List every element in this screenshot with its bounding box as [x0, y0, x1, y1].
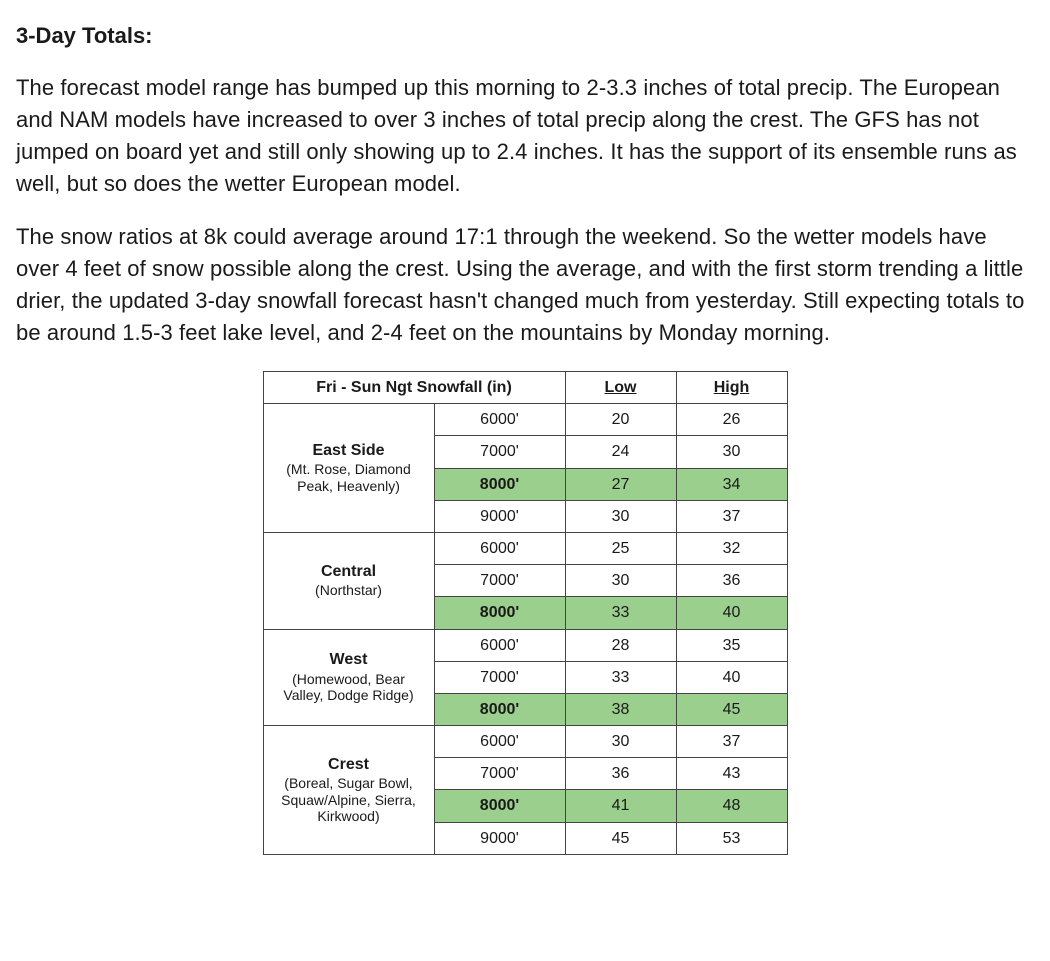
- elevation-cell: 6000': [434, 629, 565, 661]
- col-header-high: High: [676, 372, 787, 404]
- region-sublabel: (Mt. Rose, Diamond Peak, Heavenly): [274, 461, 424, 495]
- elevation-cell: 8000': [434, 790, 565, 822]
- region-name: Crest: [274, 755, 424, 774]
- region-sublabel: (Boreal, Sugar Bowl, Squaw/Alpine, Sierr…: [274, 775, 424, 825]
- elevation-cell: 7000': [434, 661, 565, 693]
- low-value: 20: [565, 404, 676, 436]
- paragraph-2: The snow ratios at 8k could average arou…: [16, 221, 1034, 349]
- region-sublabel: (Northstar): [274, 582, 424, 599]
- high-value: 32: [676, 532, 787, 564]
- elevation-cell: 6000': [434, 726, 565, 758]
- low-value: 45: [565, 822, 676, 854]
- low-value: 36: [565, 758, 676, 790]
- low-value: 30: [565, 500, 676, 532]
- high-value: 45: [676, 693, 787, 725]
- high-value: 40: [676, 597, 787, 629]
- high-value: 43: [676, 758, 787, 790]
- elevation-cell: 6000': [434, 404, 565, 436]
- low-value: 30: [565, 726, 676, 758]
- high-value: 26: [676, 404, 787, 436]
- paragraph-1: The forecast model range has bumped up t…: [16, 72, 1034, 200]
- low-value: 24: [565, 436, 676, 468]
- low-value: 27: [565, 468, 676, 500]
- low-value: 33: [565, 661, 676, 693]
- table-row: East Side(Mt. Rose, Diamond Peak, Heaven…: [263, 404, 787, 436]
- region-cell: East Side(Mt. Rose, Diamond Peak, Heaven…: [263, 404, 434, 533]
- region-cell: Central(Northstar): [263, 532, 434, 629]
- high-value: 35: [676, 629, 787, 661]
- low-value: 25: [565, 532, 676, 564]
- low-value: 28: [565, 629, 676, 661]
- high-value: 48: [676, 790, 787, 822]
- low-value: 41: [565, 790, 676, 822]
- high-value: 37: [676, 726, 787, 758]
- region-sublabel: (Homewood, Bear Valley, Dodge Ridge): [274, 671, 424, 705]
- table-title: Fri - Sun Ngt Snowfall (in): [263, 372, 565, 404]
- region-cell: Crest(Boreal, Sugar Bowl, Squaw/Alpine, …: [263, 726, 434, 855]
- low-value: 30: [565, 565, 676, 597]
- high-value: 30: [676, 436, 787, 468]
- elevation-cell: 7000': [434, 565, 565, 597]
- high-value: 53: [676, 822, 787, 854]
- high-value: 37: [676, 500, 787, 532]
- region-name: West: [274, 650, 424, 669]
- section-heading: 3-Day Totals:: [16, 20, 1034, 52]
- high-value: 34: [676, 468, 787, 500]
- snowfall-table-container: Fri - Sun Ngt Snowfall (in)LowHighEast S…: [16, 371, 1034, 855]
- elevation-cell: 7000': [434, 436, 565, 468]
- table-row: Central(Northstar)6000'2532: [263, 532, 787, 564]
- low-value: 33: [565, 597, 676, 629]
- table-row: Crest(Boreal, Sugar Bowl, Squaw/Alpine, …: [263, 726, 787, 758]
- low-value: 38: [565, 693, 676, 725]
- table-row: West(Homewood, Bear Valley, Dodge Ridge)…: [263, 629, 787, 661]
- elevation-cell: 8000': [434, 597, 565, 629]
- high-value: 36: [676, 565, 787, 597]
- elevation-cell: 8000': [434, 693, 565, 725]
- region-name: East Side: [274, 441, 424, 460]
- snowfall-table-body: Fri - Sun Ngt Snowfall (in)LowHighEast S…: [263, 372, 787, 855]
- elevation-cell: 7000': [434, 758, 565, 790]
- high-value: 40: [676, 661, 787, 693]
- snowfall-table: Fri - Sun Ngt Snowfall (in)LowHighEast S…: [263, 371, 788, 855]
- elevation-cell: 9000': [434, 822, 565, 854]
- col-header-low: Low: [565, 372, 676, 404]
- elevation-cell: 9000': [434, 500, 565, 532]
- region-cell: West (Homewood, Bear Valley, Dodge Ridge): [263, 629, 434, 726]
- elevation-cell: 8000': [434, 468, 565, 500]
- elevation-cell: 6000': [434, 532, 565, 564]
- region-name: Central: [274, 562, 424, 581]
